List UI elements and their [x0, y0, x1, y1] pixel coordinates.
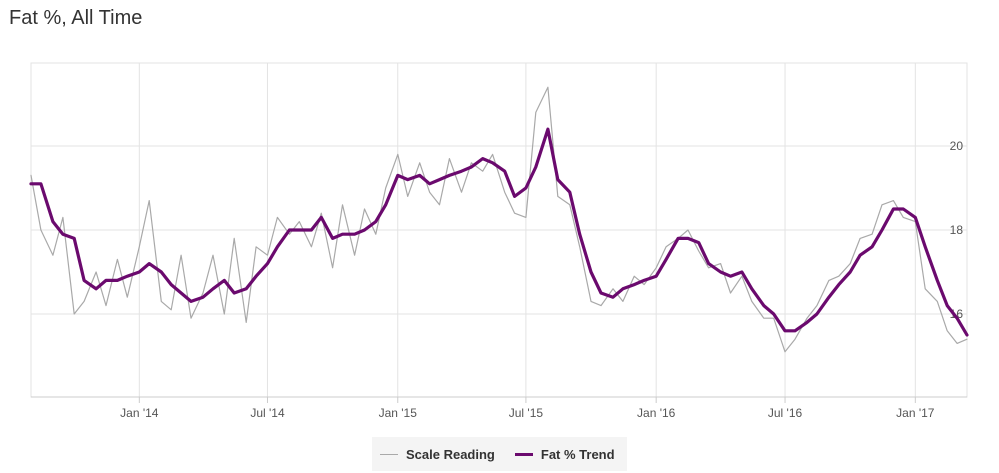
- y-tick-label: 20: [950, 139, 964, 153]
- x-tick-label: Jan '16: [637, 406, 676, 420]
- x-tick-label: Jul '14: [250, 406, 285, 420]
- fat-trend-line[interactable]: [29, 127, 969, 337]
- legend-item-scale-reading[interactable]: Scale Reading: [380, 447, 495, 462]
- fat-trend-swatch-icon: [514, 452, 533, 456]
- legend: Scale Reading Fat % Trend: [372, 437, 627, 471]
- legend-label-scale-reading: Scale Reading: [406, 446, 495, 462]
- x-tick-label: Jan '17: [896, 406, 935, 420]
- x-tick-label: Jul '16: [768, 406, 803, 420]
- x-tick-label: Jan '14: [120, 406, 159, 420]
- y-tick-label: 18: [950, 223, 964, 237]
- scale-reading-swatch-icon: [380, 453, 398, 455]
- legend-item-fat-trend[interactable]: Fat % Trend: [514, 446, 615, 462]
- scale-reading-line[interactable]: [30, 86, 968, 353]
- x-tick-label: Jan '15: [379, 406, 418, 420]
- chart-title: Fat %, All Time: [9, 7, 143, 29]
- legend-label-fat-trend: Fat % Trend: [540, 446, 615, 462]
- x-tick-label: Jul '15: [509, 406, 544, 420]
